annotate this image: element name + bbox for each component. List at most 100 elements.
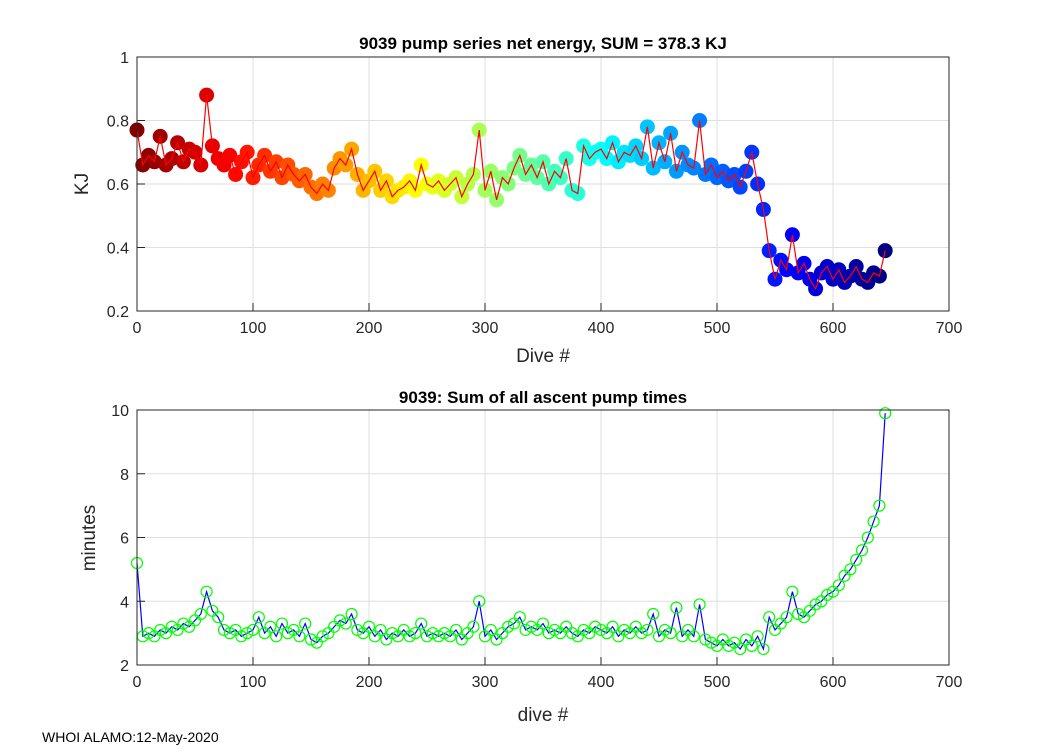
x-tick-label: 400 (588, 320, 615, 337)
y-tick-label: 10 (111, 403, 129, 420)
data-point-marker (809, 598, 822, 611)
x-tick-label: 500 (704, 320, 731, 337)
data-point-marker (484, 623, 497, 637)
data-point-marker (687, 630, 700, 643)
y-tick-label: 0.4 (107, 241, 129, 258)
data-point-marker (426, 627, 439, 640)
data-point-marker (351, 623, 364, 637)
data-point-marker (873, 499, 886, 512)
data-point-marker (844, 563, 857, 576)
data-point-marker (374, 623, 387, 637)
y-axis-label-pump-times: minutes (79, 505, 100, 572)
data-point-marker (589, 620, 602, 633)
data-point-marker (223, 627, 236, 640)
data-point-marker (333, 614, 347, 627)
y-axis-label-energy: KJ (72, 173, 93, 195)
axes-pump-times: 0 100 200 300 400 500 600 700 2 4 6 8 10 (111, 403, 962, 691)
data-point-marker (194, 607, 207, 621)
data-point-marker (316, 630, 329, 643)
data-point-marker (275, 617, 289, 630)
chart-title-energy: 9039 pump series net energy, SUM = 378.3… (359, 34, 727, 53)
data-point-marker (467, 620, 480, 633)
x-tick-label: 300 (472, 320, 499, 337)
x-tick-label: 600 (820, 674, 847, 691)
data-point-marker (786, 585, 799, 598)
data-point-marker (658, 623, 671, 637)
data-point-marker (235, 630, 248, 643)
data-point-marker (432, 630, 445, 643)
data-point-marker (635, 627, 648, 640)
data-point-marker (867, 515, 880, 528)
data-point-marker (177, 617, 190, 630)
data-point-marker (664, 627, 677, 640)
y-tick-label: 0.8 (107, 114, 129, 131)
data-point-marker (473, 595, 486, 608)
data-point-marker (362, 620, 376, 633)
data-point-marker (780, 611, 793, 624)
x-tick-label: 200 (356, 674, 383, 691)
data-point-marker (757, 642, 770, 656)
data-point-marker (641, 623, 654, 637)
data-point-marker (217, 623, 231, 637)
x-tick-label: 300 (472, 674, 499, 691)
data-point-marker (502, 620, 515, 633)
data-series (129, 87, 893, 297)
series-line (136, 95, 886, 291)
y-tick-label: 0.2 (107, 304, 129, 321)
data-point-marker (386, 627, 399, 640)
data-point-marker (618, 623, 631, 637)
data-point-marker (154, 623, 167, 637)
x-tick-label: 100 (240, 674, 267, 691)
data-series (130, 407, 892, 656)
data-point-marker (449, 623, 463, 637)
data-point-marker (606, 620, 619, 633)
data-point-marker (252, 611, 265, 624)
x-axis-label-energy: Dive # (516, 346, 570, 367)
data-point-marker (415, 617, 428, 630)
data-point-marker (525, 620, 538, 633)
data-point-marker (542, 627, 555, 640)
y-tick-label: 0.6 (107, 177, 129, 194)
y-tick-label: 8 (120, 467, 129, 484)
x-tick-label: 100 (240, 320, 267, 337)
data-point-marker (577, 623, 590, 637)
data-point-marker (879, 407, 892, 420)
data-point-marker (536, 617, 550, 630)
data-point-marker (670, 601, 683, 614)
x-tick-label: 500 (704, 674, 731, 691)
x-axis-label-pump-times: dive # (518, 705, 569, 726)
data-point-marker (293, 630, 306, 643)
data-point-marker (241, 627, 254, 640)
data-point-marker (821, 588, 834, 601)
data-point-marker (877, 243, 893, 259)
axes-box (136, 409, 950, 666)
data-point-marker (420, 630, 434, 643)
y-tick-label: 2 (120, 658, 129, 675)
data-point-marker (693, 598, 706, 611)
data-point-marker (142, 627, 155, 640)
data-point-marker (565, 627, 579, 640)
data-point-marker (699, 633, 712, 646)
data-point-marker (705, 636, 718, 649)
data-point-marker (339, 617, 352, 630)
data-point-marker (270, 630, 283, 643)
axes-energy: 0 100 200 300 400 500 600 700 0.2 0.4 0.6 0.8 1 (107, 50, 963, 337)
series-line (136, 413, 886, 652)
data-point-marker (299, 617, 312, 630)
x-tick-label: 700 (936, 674, 963, 691)
data-point-marker (246, 623, 260, 637)
data-point-marker (751, 630, 764, 643)
data-point-marker (861, 531, 874, 544)
data-point-marker (212, 611, 225, 624)
x-tick-label: 0 (133, 320, 142, 337)
x-tick-label: 700 (936, 320, 963, 337)
data-point-marker (438, 627, 451, 640)
data-point-marker (647, 607, 660, 621)
data-point-marker (855, 544, 869, 557)
footer-credit: WHOI ALAMO:12-May-2020 (42, 729, 219, 745)
data-point-marker (745, 639, 758, 652)
data-point-marker (200, 585, 213, 598)
data-point-marker (513, 611, 526, 624)
data-point-marker (165, 620, 178, 633)
